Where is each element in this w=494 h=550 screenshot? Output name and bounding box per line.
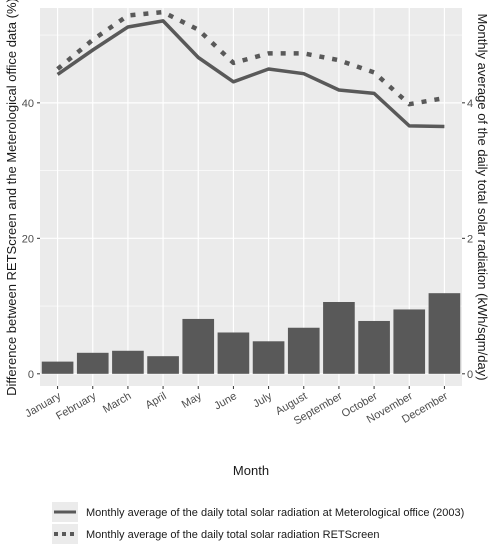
bar-april: [147, 356, 179, 374]
series-line-1: [56, 19, 445, 129]
right-tick-label: 0: [467, 369, 473, 381]
left-tick-label: 20: [22, 233, 34, 245]
right-tick-label: 2: [467, 233, 473, 245]
right-axis-title: Monthly average of the daily total solar…: [475, 13, 490, 380]
bar-october: [358, 320, 390, 374]
bar-series: [41, 293, 461, 374]
bar-may: [182, 318, 215, 374]
bar-july: [252, 341, 285, 374]
plot-panel: [40, 8, 462, 386]
x-axis-title: Month: [233, 463, 269, 478]
bar-december: [428, 293, 461, 374]
right-tick-label: 4: [467, 98, 473, 110]
bar-march: [112, 350, 144, 374]
legend-label-2: Monthly average of the daily total solar…: [86, 529, 380, 541]
x-tick-label-march: March: [101, 390, 133, 416]
x-tick-label-april: April: [144, 390, 169, 411]
legend-label-1: Monthly average of the daily total solar…: [86, 507, 464, 519]
x-tick-label-february: February: [54, 390, 99, 423]
left-axis-title: Difference between RETScreen and the Met…: [4, 0, 19, 396]
series-line-2: [56, 9, 445, 107]
bar-september: [323, 302, 355, 374]
left-tick-label: 40: [22, 98, 34, 110]
line-series: [56, 9, 445, 129]
bar-june: [217, 332, 250, 374]
left-tick-label: 0: [28, 369, 34, 381]
x-tick-label-july: July: [251, 390, 274, 410]
x-tick-label-may: May: [180, 390, 204, 411]
bar-november: [393, 309, 426, 374]
right-axis-ticks: 0 2 4: [462, 98, 473, 381]
x-tick-label-june: June: [212, 390, 239, 412]
bar-january: [41, 361, 74, 374]
legend: Monthly average of the daily total solar…: [52, 502, 464, 544]
bar-august: [287, 327, 320, 374]
bar-february: [76, 352, 109, 374]
left-axis-ticks: 0 20 40: [22, 98, 40, 381]
